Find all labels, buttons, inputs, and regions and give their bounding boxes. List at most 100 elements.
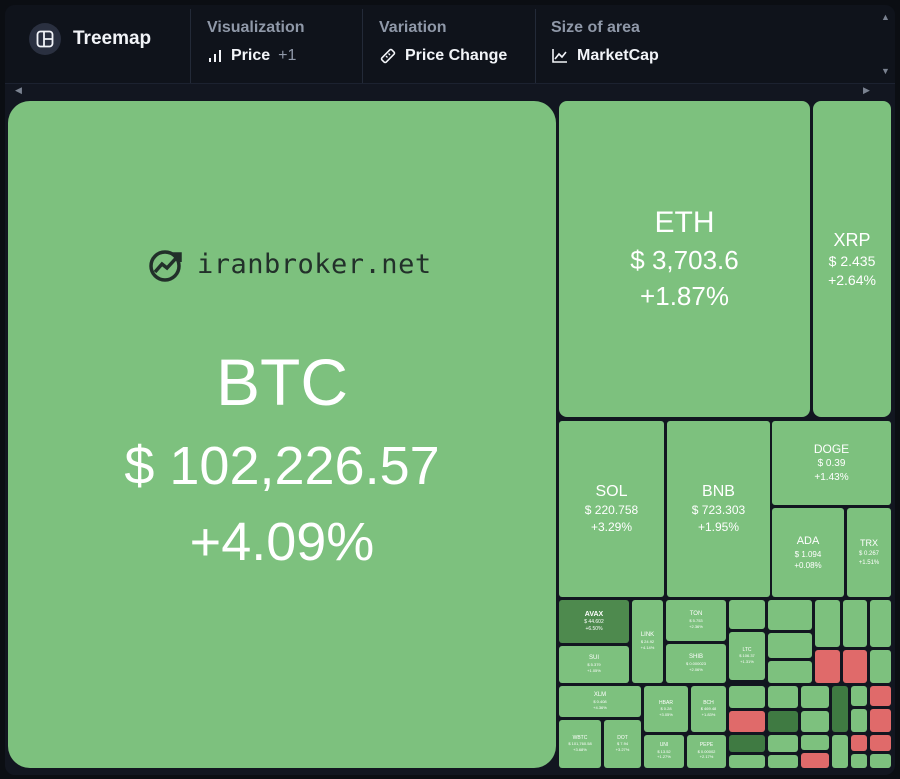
tile-xrp[interactable]: XRP $ 2.435 +2.64%: [813, 101, 891, 417]
tile-small[interactable]: [870, 600, 891, 647]
tile-change: +1.51%: [858, 559, 880, 566]
tile-small[interactable]: [768, 755, 798, 768]
tile-small[interactable]: [768, 711, 798, 732]
tile-uni[interactable]: UNI $ 13.52 +1.27%: [644, 735, 684, 768]
tile-small[interactable]: [801, 711, 829, 732]
tile-small[interactable]: [815, 650, 840, 683]
tile-price: $ 0.000023: [685, 661, 707, 667]
tile-small[interactable]: [801, 735, 829, 750]
tile-change: +3.27%: [615, 746, 630, 752]
tile-bch[interactable]: BCH $ 469.48 +1.83%: [691, 686, 726, 732]
tile-change: +0.08%: [794, 560, 822, 570]
tile-small[interactable]: [768, 633, 812, 658]
tile-symbol: PEPE: [699, 742, 714, 749]
variation-selector[interactable]: Variation Price Change: [379, 19, 507, 65]
tile-small[interactable]: [870, 709, 891, 732]
tile-small[interactable]: [729, 735, 765, 752]
tile-ltc[interactable]: LTC $ 106.37 +1.31%: [729, 632, 765, 680]
tile-small[interactable]: [768, 735, 798, 752]
tile-small[interactable]: [870, 754, 891, 768]
visualization-title: Visualization: [207, 19, 305, 36]
tile-shib[interactable]: SHIB $ 0.000023 +2.06%: [666, 644, 726, 683]
tile-price: $ 2.435: [828, 253, 876, 270]
tile-price: $ 5.753: [689, 618, 703, 624]
tile-btc[interactable]: BTC $ 102,226.57 +4.09%: [8, 101, 556, 768]
tile-symbol: TON: [689, 611, 703, 618]
tile-hbar[interactable]: HBAR $ 0.28 +3.05%: [644, 686, 688, 732]
tile-ton[interactable]: TON $ 5.753 +2.36%: [666, 600, 726, 641]
tile-small[interactable]: [729, 755, 765, 768]
tile-price: $ 24.92: [640, 639, 655, 645]
visualization-extra-count: +1: [278, 47, 297, 64]
tile-small[interactable]: [768, 600, 812, 630]
scroll-left-arrow-icon[interactable]: ◀: [15, 85, 22, 95]
tile-price: $ 5.379: [587, 662, 601, 668]
tile-small[interactable]: [851, 735, 867, 751]
tile-wbtc[interactable]: WBTC $ 101,760.58 +3.68%: [559, 720, 601, 768]
scroll-right-arrow-icon[interactable]: ▶: [863, 85, 870, 95]
tile-avax[interactable]: AVAX $ 44.602 +6.50%: [559, 600, 629, 643]
treemap-brand[interactable]: Treemap: [29, 23, 151, 55]
tile-pepe[interactable]: PEPE $ 0.00002 +2.17%: [687, 735, 726, 768]
tile-small[interactable]: [870, 650, 891, 683]
tile-link[interactable]: LINK $ 24.92 +4.14%: [632, 600, 663, 683]
tile-trx[interactable]: TRX $ 0.267 +1.51%: [847, 508, 891, 597]
tile-small[interactable]: [729, 600, 765, 629]
tile-xlm[interactable]: XLM $ 0.408 +4.36%: [559, 686, 641, 717]
scroll-down-arrow-icon[interactable]: ▼: [881, 66, 890, 76]
tile-sol[interactable]: SOL $ 220.758 +3.29%: [559, 421, 664, 597]
tile-dot[interactable]: DOT $ 7.94 +3.27%: [604, 720, 641, 768]
size-of-area-selector[interactable]: Size of area MarketCap: [551, 19, 659, 65]
visualization-value: Price: [231, 47, 271, 64]
tile-symbol: TRX: [860, 538, 878, 549]
tile-small[interactable]: [801, 753, 829, 768]
tile-change: +1.87%: [640, 281, 729, 312]
tile-small[interactable]: [801, 686, 829, 708]
tile-small[interactable]: [851, 686, 867, 706]
size-of-area-value: MarketCap: [577, 47, 659, 64]
toolbar-divider: [535, 9, 536, 83]
tile-doge[interactable]: DOGE $ 0.39 +1.43%: [772, 421, 891, 505]
bar-chart-icon: [209, 50, 221, 62]
tile-small[interactable]: [851, 709, 867, 732]
tile-change: +2.06%: [689, 666, 703, 672]
watermark-text: iranbroker.net: [197, 248, 432, 280]
tile-price: $ 44.602: [584, 618, 604, 625]
tile-small[interactable]: [870, 686, 891, 706]
tile-eth[interactable]: ETH $ 3,703.6 +1.87%: [559, 101, 810, 417]
visualization-selector[interactable]: Visualization Price +1: [207, 19, 305, 65]
tile-symbol: BTC: [216, 345, 348, 420]
tile-small[interactable]: [729, 686, 765, 708]
toolbar-divider: [190, 9, 191, 83]
tile-symbol: SHIB: [688, 654, 703, 661]
tile-price: $ 1.094: [794, 549, 822, 559]
tile-symbol: LINK: [640, 632, 655, 639]
tile-small[interactable]: [832, 686, 848, 732]
tile-small[interactable]: [815, 600, 840, 647]
ruler-icon: [380, 48, 396, 64]
tile-price: $ 0.408: [593, 699, 607, 705]
tile-bnb[interactable]: BNB $ 723.303 +1.95%: [667, 421, 770, 597]
tile-small[interactable]: [832, 735, 848, 768]
tile-change: +1.05%: [587, 667, 601, 673]
tile-change: +3.68%: [573, 746, 587, 752]
tile-ada[interactable]: ADA $ 1.094 +0.08%: [772, 508, 844, 597]
scroll-up-arrow-icon[interactable]: ▲: [881, 12, 890, 22]
tile-price: $ 13.52: [657, 748, 671, 754]
tile-small[interactable]: [851, 754, 867, 768]
tile-sui[interactable]: SUI $ 5.379 +1.05%: [559, 646, 629, 683]
tile-small[interactable]: [768, 661, 812, 683]
variation-value: Price Change: [405, 47, 508, 64]
tile-symbol: WBTC: [572, 734, 588, 741]
tile-symbol: HBAR: [659, 699, 673, 706]
watermark: iranbroker.net: [147, 244, 432, 284]
tile-price: $ 0.28: [660, 706, 672, 712]
tile-small[interactable]: [843, 600, 867, 647]
tile-small[interactable]: [870, 735, 891, 751]
tile-small[interactable]: [729, 711, 765, 732]
tile-symbol: XLM: [593, 692, 607, 699]
tile-small[interactable]: [843, 650, 867, 683]
tile-small[interactable]: [768, 686, 798, 708]
brand-label: Treemap: [73, 28, 152, 49]
tile-change: +1.31%: [740, 658, 754, 664]
